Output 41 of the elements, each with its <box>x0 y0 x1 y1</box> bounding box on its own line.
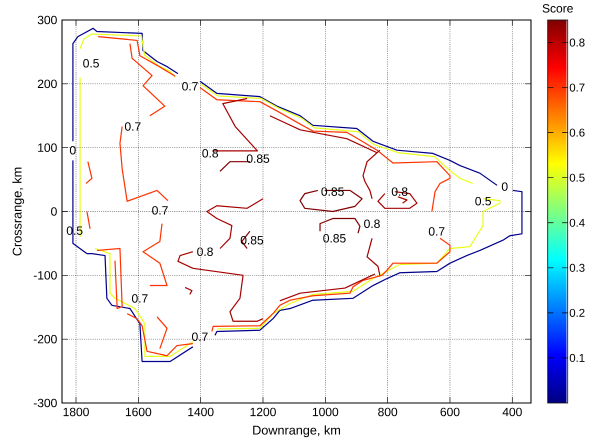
x-axis-title: Downrange, km <box>253 425 340 438</box>
x-tick-label: 800 <box>378 408 398 416</box>
annotation: 0.5 <box>475 196 491 206</box>
annotation: 0 <box>502 182 508 191</box>
annotation: 0.8 <box>197 247 213 256</box>
y-tick-label: -300 <box>34 398 57 408</box>
color-bar-label: 0.4 <box>570 218 585 227</box>
annotation: 0.85 <box>323 234 346 243</box>
x-tick-label: 1600 <box>126 408 152 416</box>
annotation: 0.85 <box>246 154 270 163</box>
color-bar-title: Score <box>542 4 573 13</box>
color-bar-label: 0.5 <box>570 174 585 182</box>
color-bar-label: 0.1 <box>570 354 585 362</box>
annotation: 0.7 <box>192 332 208 341</box>
annotation: 0.7 <box>182 82 198 91</box>
annotation: 0.7 <box>428 227 444 236</box>
y-tick-label: 300 <box>38 16 57 24</box>
color-bar-label: 0.2 <box>570 308 584 317</box>
annotation: 0.8 <box>202 149 218 158</box>
x-tick-label: 400 <box>502 408 522 416</box>
y-axis-title: Crossrange, km <box>12 168 24 256</box>
y-tick-label: 0 <box>51 207 57 216</box>
color-bar-label: 0.8 <box>570 38 585 47</box>
annotation: 0.8 <box>364 219 380 228</box>
y-tick-label: -100 <box>34 271 57 280</box>
annotation: 0.7 <box>124 122 141 131</box>
annotation: 0.7 <box>152 206 168 215</box>
color-bar-label: 0.7 <box>570 84 584 92</box>
x-tick-label: 1400 <box>188 408 214 416</box>
color-bar-label: 0.3 <box>570 264 585 272</box>
annotation: 0 <box>70 146 76 154</box>
x-tick-label: 1000 <box>312 408 338 416</box>
x-tick-label: 1800 <box>64 408 89 416</box>
annotation: 0.5 <box>83 59 99 68</box>
x-tick-label: 600 <box>440 408 460 416</box>
x-tick-label: 1200 <box>250 408 276 416</box>
y-tick-label: 200 <box>38 80 57 88</box>
y-tick-label: 100 <box>38 143 57 152</box>
y-tick-label: -200 <box>34 334 57 344</box>
color-bar-label: 0.6 <box>570 128 585 137</box>
annotation: 0.7 <box>132 294 148 303</box>
